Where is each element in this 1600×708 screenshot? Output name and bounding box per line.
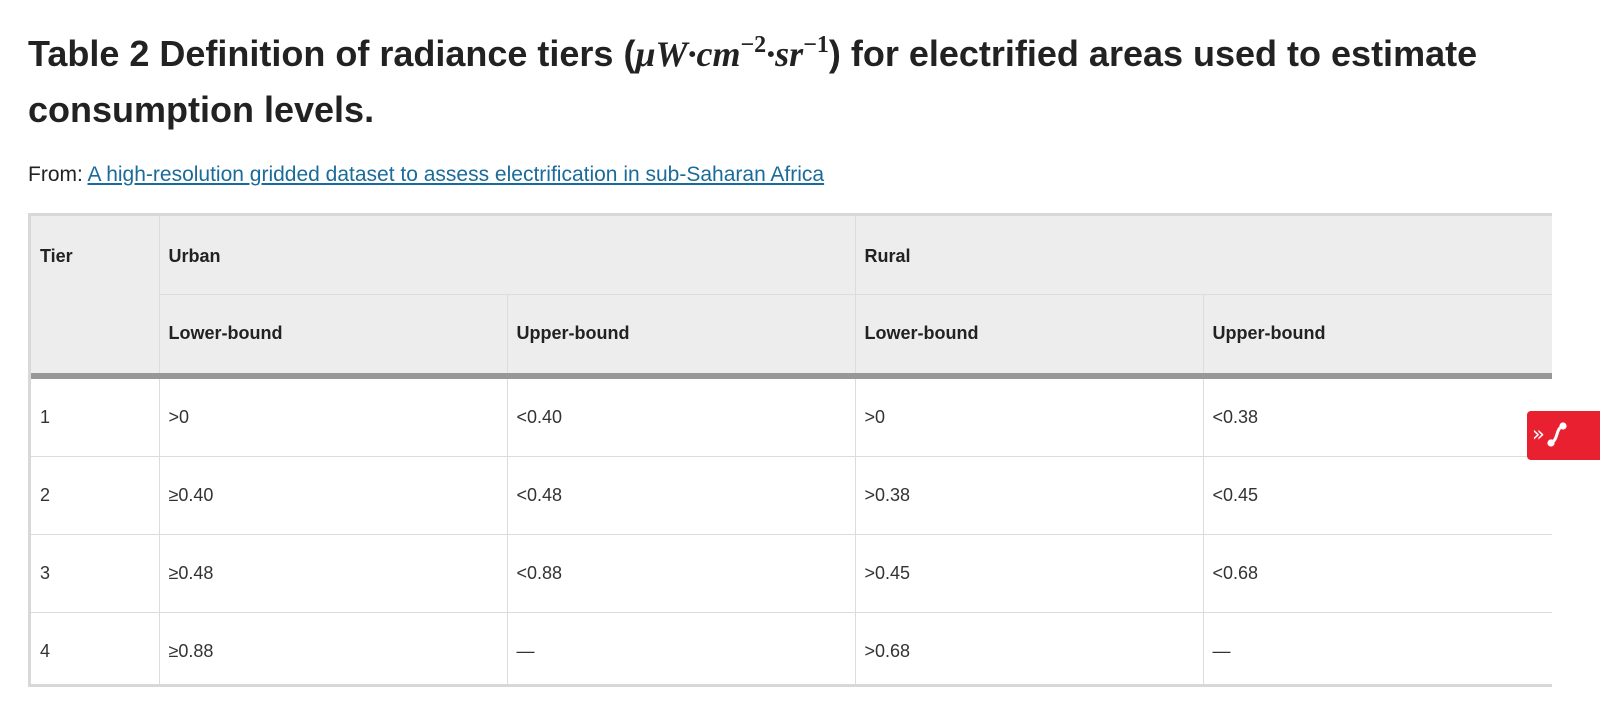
column-header-rural: Rural bbox=[854, 216, 1552, 294]
cell-rural-lower: >0.68 bbox=[854, 611, 1204, 684]
cell-urban-lower: ≥0.88 bbox=[158, 611, 507, 684]
cell-rural-lower: >0 bbox=[854, 372, 1204, 456]
double-chevron-right-icon: » bbox=[1532, 422, 1545, 446]
table-body: 1 >0 <0.40 >0 <0.38 2 ≥0.40 <0.48 >0.38 … bbox=[31, 372, 1552, 684]
column-header-urban-upper: Upper-bound bbox=[506, 293, 856, 376]
source-article-link[interactable]: A high-resolution gridded dataset to ass… bbox=[87, 163, 825, 186]
cell-urban-upper: <0.48 bbox=[506, 455, 856, 534]
source-line: From: A high-resolution gridded dataset … bbox=[28, 161, 824, 189]
cell-urban-lower: ≥0.48 bbox=[158, 533, 507, 612]
cell-rural-lower: >0.45 bbox=[854, 533, 1204, 612]
column-header-tier: Tier bbox=[31, 216, 159, 376]
table-row: 1 >0 <0.40 >0 <0.38 bbox=[31, 372, 1552, 456]
cell-rural-upper: <0.38 bbox=[1202, 372, 1552, 456]
column-header-rural-lower: Lower-bound bbox=[854, 293, 1204, 376]
cell-rural-upper: — bbox=[1202, 611, 1552, 684]
cell-tier: 4 bbox=[31, 611, 159, 684]
table-row: 2 ≥0.40 <0.48 >0.38 <0.45 bbox=[31, 455, 1552, 534]
cell-tier: 3 bbox=[31, 533, 159, 612]
column-header-urban: Urban bbox=[158, 216, 856, 294]
title-prefix: Table 2 Definition of radiance tiers ( bbox=[28, 33, 636, 74]
data-table: Tier Urban Rural Lower-bound Upper-bound… bbox=[31, 216, 1552, 684]
cell-tier: 1 bbox=[31, 372, 159, 456]
cell-urban-upper: <0.40 bbox=[506, 372, 856, 456]
title-suffix: ) for electrified areas used to estimate… bbox=[28, 33, 1478, 130]
title-exponent-cm: −2 bbox=[740, 32, 767, 58]
cell-tier: 2 bbox=[31, 455, 159, 534]
header-row-groups: Tier Urban Rural bbox=[31, 216, 1552, 376]
radiance-tier-table: Tier Urban Rural Lower-bound Upper-bound… bbox=[28, 213, 1552, 687]
cell-rural-upper: <0.68 bbox=[1202, 533, 1552, 612]
table-header: Tier Urban Rural Lower-bound Upper-bound… bbox=[31, 216, 1552, 376]
cell-urban-lower: ≥0.40 bbox=[158, 455, 507, 534]
source-label: From: bbox=[28, 163, 88, 186]
cell-urban-lower: >0 bbox=[158, 372, 507, 456]
page-title: Table 2 Definition of radiance tiers (μW… bbox=[28, 26, 1508, 138]
cell-rural-upper: <0.45 bbox=[1202, 455, 1552, 534]
table-row: 4 ≥0.88 — >0.68 — bbox=[31, 611, 1552, 684]
cell-rural-lower: >0.38 bbox=[854, 455, 1204, 534]
column-header-rural-upper: Upper-bound bbox=[1202, 293, 1552, 376]
cell-urban-upper: — bbox=[506, 611, 856, 684]
side-panel-toggle-button[interactable]: » bbox=[1527, 411, 1600, 460]
cell-urban-upper: <0.88 bbox=[506, 533, 856, 612]
header-row-bounds: Lower-bound Upper-bound Lower-bound Uppe… bbox=[31, 293, 1552, 376]
column-header-urban-lower: Lower-bound bbox=[158, 293, 507, 376]
title-math-unit: μW·cm−2·sr−1 bbox=[635, 32, 829, 74]
share-network-icon bbox=[1547, 422, 1567, 447]
table-row: 3 ≥0.48 <0.88 >0.45 <0.68 bbox=[31, 533, 1552, 612]
title-exponent-sr: −1 bbox=[803, 32, 829, 58]
